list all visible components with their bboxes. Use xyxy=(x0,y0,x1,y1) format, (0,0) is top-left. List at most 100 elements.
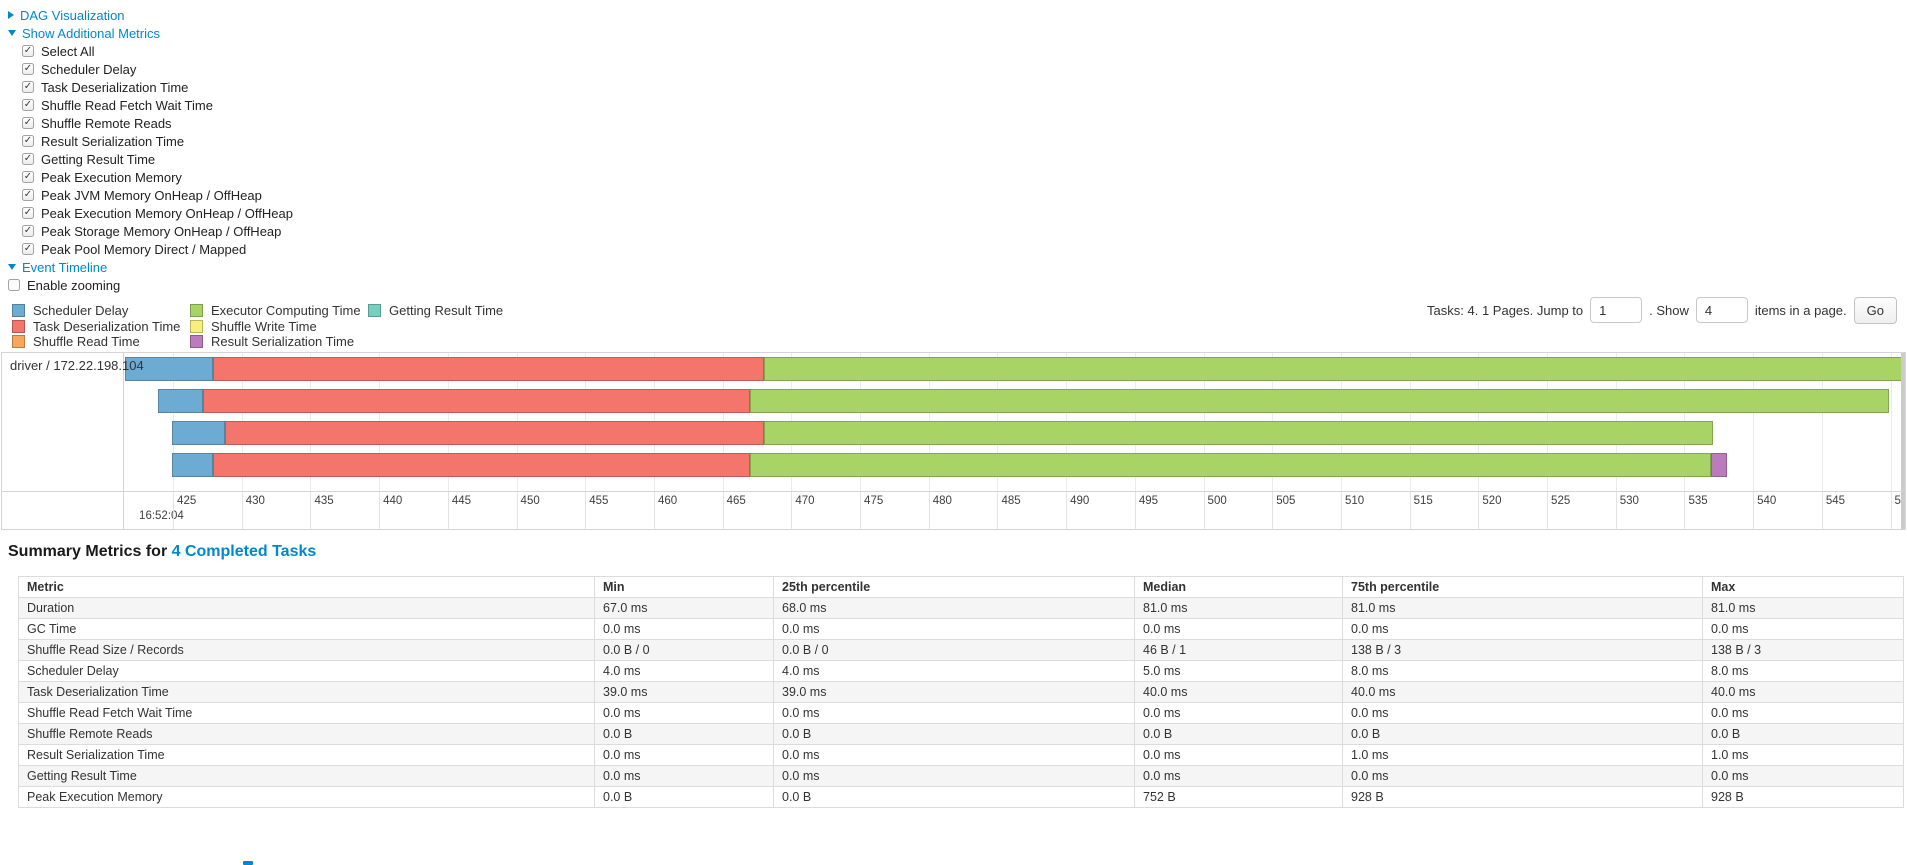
summary-table-cell: 4.0 ms xyxy=(594,660,774,682)
jump-to-page-input[interactable] xyxy=(1590,297,1643,323)
legend-label: Executor Computing Time xyxy=(211,303,361,318)
summary-table-row: Result Serialization Time 0.0 ms 0.0 ms 0.0… xyxy=(18,744,1904,766)
timeline-gridline xyxy=(1821,353,1823,491)
dag-visualization-toggle[interactable]: DAG Visualization xyxy=(8,6,293,24)
summary-table-cell: 40.0 ms xyxy=(1342,681,1703,703)
legend-swatch xyxy=(190,319,203,333)
summary-table-cell: 0.0 B xyxy=(594,786,774,808)
metric-checkbox-item[interactable]: ✓ Peak Execution Memory OnHeap / OffHeap xyxy=(8,204,293,222)
summary-metrics-table: Metric Min 25th percentile Median 75th perce… xyxy=(18,576,1904,808)
axis-gridline xyxy=(1409,492,1411,529)
checkbox-icon[interactable]: ✓ xyxy=(22,189,34,201)
axis-tick-label: 540 xyxy=(1757,495,1777,507)
legend-swatch xyxy=(190,304,203,317)
summary-table-cell: Scheduler Delay xyxy=(18,660,595,682)
show-additional-metrics-toggle[interactable]: Show Additional Metrics xyxy=(8,24,293,42)
summary-table-cell: 0.0 ms xyxy=(1702,702,1904,724)
summary-table-cell: 0.0 ms xyxy=(1702,618,1904,640)
axis-tick-label: 530 xyxy=(1619,495,1639,507)
summary-table-row: Peak Execution Memory 0.0 B 0.0 B 752 B 928 … xyxy=(18,786,1904,808)
legend-item: Executor Computing Time xyxy=(190,303,361,318)
checkbox-icon[interactable]: ✓ xyxy=(22,207,34,219)
checkbox-icon[interactable] xyxy=(8,279,20,291)
legend-item: Scheduler Delay xyxy=(12,303,128,318)
task-bar-segment-scheduler-delay xyxy=(124,357,213,381)
metric-checkbox-item[interactable]: ✓ Peak Storage Memory OnHeap / OffHeap xyxy=(8,222,293,240)
metric-checkbox-item[interactable]: ✓ Peak JVM Memory OnHeap / OffHeap xyxy=(8,186,293,204)
event-timeline-toggle[interactable]: Event Timeline xyxy=(8,258,293,276)
axis-gridline xyxy=(1066,492,1068,529)
summary-column-header: Median xyxy=(1134,576,1343,598)
axis-gridline xyxy=(585,492,587,529)
summary-table-cell: 8.0 ms xyxy=(1702,660,1904,682)
summary-table-cell: Shuffle Read Fetch Wait Time xyxy=(18,702,595,724)
summary-table-cell: 0.0 ms xyxy=(773,744,1135,766)
go-button[interactable]: Go xyxy=(1853,296,1897,324)
metric-checkbox-item[interactable]: ✓ Scheduler Delay xyxy=(8,60,293,78)
enable-zooming-option[interactable]: Enable zooming xyxy=(8,276,293,294)
metric-checkbox-item[interactable]: ✓ Getting Result Time xyxy=(8,150,293,168)
summary-table-cell: 928 B xyxy=(1342,786,1703,808)
axis-tick-label: 500 xyxy=(1207,495,1227,507)
summary-metrics-heading: Summary Metrics for 4 Completed Tasks xyxy=(8,543,316,561)
metric-checkbox-item[interactable]: ✓ Peak Execution Memory xyxy=(8,168,293,186)
summary-table-cell: 0.0 ms xyxy=(1134,744,1343,766)
axis-tick-label: 515 xyxy=(1413,495,1433,507)
expanded-arrow-icon xyxy=(8,264,16,270)
axis-tick-label: 520 xyxy=(1482,495,1502,507)
axis-tick-label: 525 xyxy=(1551,495,1571,507)
summary-table-cell: 0.0 ms xyxy=(773,702,1135,724)
metric-checkbox-label: Peak Execution Memory xyxy=(41,169,182,185)
summary-column-header: Metric xyxy=(18,576,595,598)
checkbox-icon[interactable]: ✓ xyxy=(22,45,34,57)
task-bar-segment-result-serialization xyxy=(1710,453,1728,477)
legend-label: Task Deserialization Time xyxy=(33,318,181,334)
metric-checkbox-item[interactable]: ✓ Select All xyxy=(8,42,293,60)
metric-checkbox-item[interactable]: ✓ Peak Pool Memory Direct / Mapped xyxy=(8,240,293,258)
timeline-group-column: driver / 172.22.198.104 xyxy=(2,353,144,529)
completed-tasks-link[interactable]: 4 Completed Tasks xyxy=(171,543,317,560)
metric-checkbox-label: Peak Execution Memory OnHeap / OffHeap xyxy=(41,205,293,221)
axis-gridline xyxy=(1340,492,1342,529)
checkbox-icon[interactable]: ✓ xyxy=(22,153,34,165)
axis-tick-label: 435 xyxy=(314,495,334,507)
axis-tick-label: 460 xyxy=(657,495,678,507)
axis-gridline xyxy=(1478,492,1480,529)
checkbox-icon[interactable]: ✓ xyxy=(22,135,34,147)
checkbox-icon[interactable]: ✓ xyxy=(22,243,34,255)
checkbox-icon[interactable]: ✓ xyxy=(22,81,34,93)
axis-gridline xyxy=(1272,492,1274,529)
stage-controls: DAG Visualization Show Additional Metric… xyxy=(8,6,293,294)
metric-checkbox-item[interactable]: ✓ Result Serialization Time xyxy=(8,132,293,150)
axis-gridline xyxy=(1821,492,1823,529)
metric-checkbox-item[interactable]: ✓ Task Deserialization Time xyxy=(8,78,293,96)
summary-table-cell: 0.0 ms xyxy=(1134,765,1343,787)
metric-checkbox-label: Shuffle Remote Reads xyxy=(41,115,172,131)
summary-table-cell: 0.0 B xyxy=(1134,723,1343,745)
checkbox-icon[interactable]: ✓ xyxy=(22,63,34,75)
metric-checkbox-label: Peak Pool Memory Direct / Mapped xyxy=(41,241,247,257)
metric-checkbox-item[interactable]: ✓ Shuffle Remote Reads xyxy=(8,114,293,132)
pagination-show-text: . Show xyxy=(1649,302,1689,318)
summary-table-cell: 0.0 ms xyxy=(1342,618,1703,640)
timeline-legend: Scheduler Delay Task Deserialization Time… xyxy=(0,303,560,353)
legend-label: Shuffle Write Time xyxy=(211,318,317,334)
metric-checkbox-item[interactable]: ✓ Shuffle Read Fetch Wait Time xyxy=(8,96,293,114)
axis-tick-label: 545 xyxy=(1825,495,1846,507)
collapsed-arrow-icon xyxy=(8,11,14,19)
checkbox-icon[interactable]: ✓ xyxy=(22,171,34,183)
checkbox-icon[interactable]: ✓ xyxy=(22,99,34,111)
summary-table-cell: 0.0 ms xyxy=(594,618,774,640)
task-bar-segment-task-deserialization xyxy=(212,357,764,381)
show-additional-metrics-label: Show Additional Metrics xyxy=(22,25,161,41)
task-bar-segment-scheduler-delay xyxy=(171,421,226,445)
legend-item: Getting Result Time xyxy=(368,303,503,318)
summary-header-row: Metric Min 25th percentile Median 75th perce… xyxy=(18,576,1904,598)
checkbox-icon[interactable]: ✓ xyxy=(22,225,34,237)
checkbox-icon[interactable]: ✓ xyxy=(22,117,34,129)
axis-gridline xyxy=(1753,492,1755,529)
axis-gridline xyxy=(928,492,930,529)
metric-checkbox-label: Shuffle Read Fetch Wait Time xyxy=(41,97,213,113)
legend-label: Scheduler Delay xyxy=(33,303,129,318)
items-per-page-input[interactable] xyxy=(1695,297,1748,323)
